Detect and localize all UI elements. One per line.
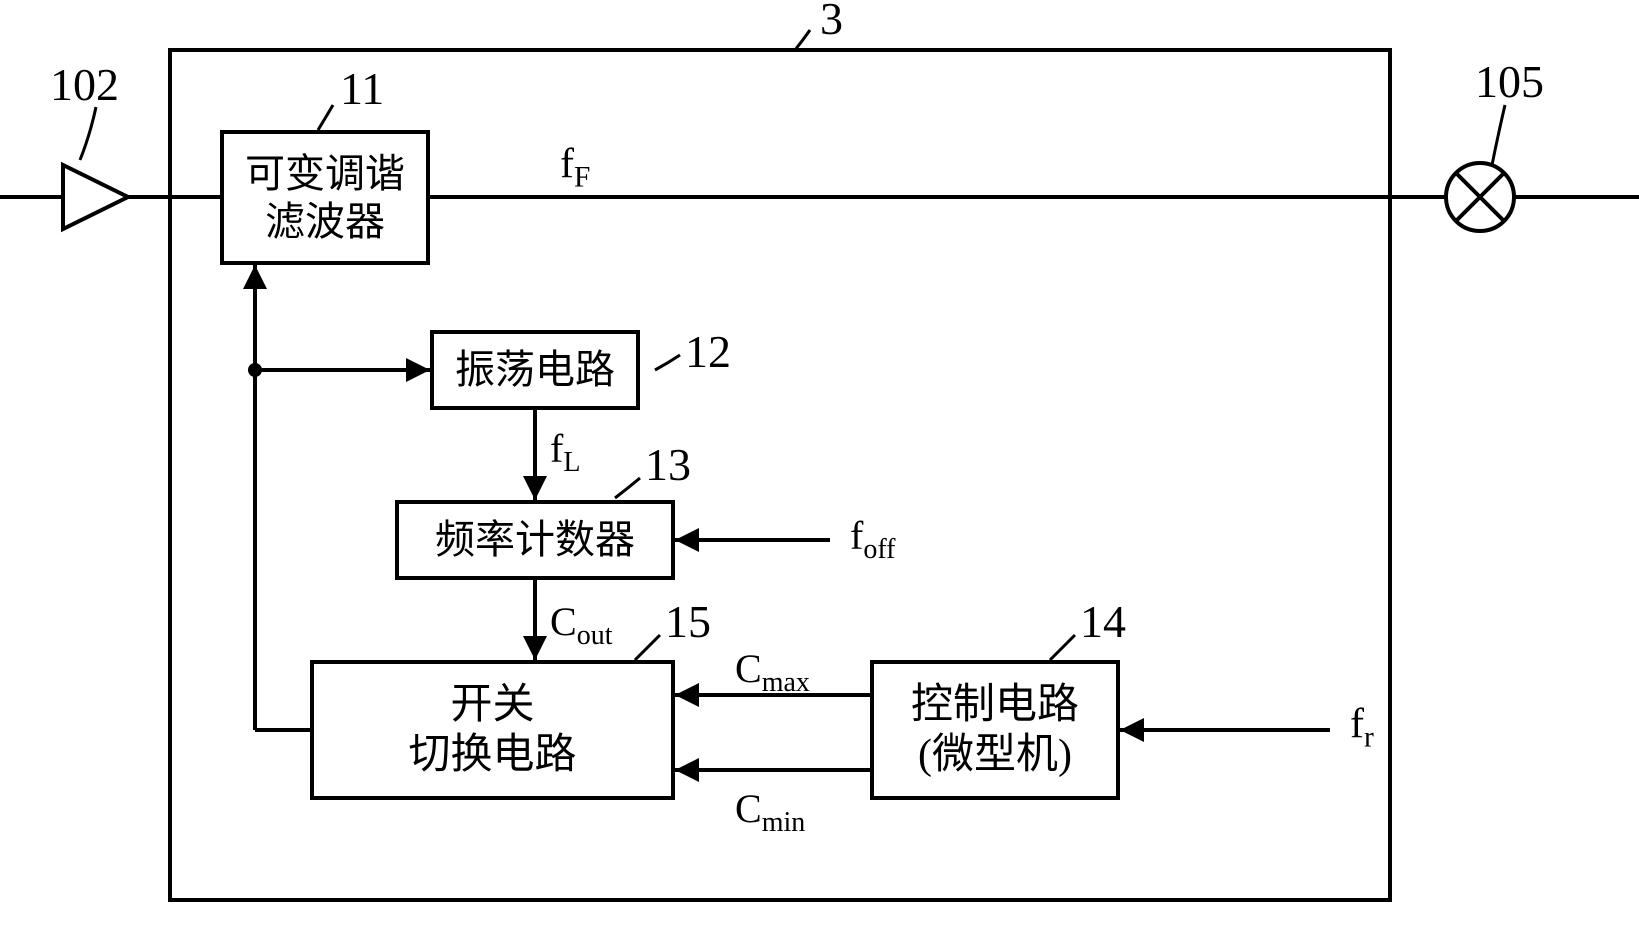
- signal-fL-base: f: [550, 426, 563, 471]
- block-control-line1: 控制电路: [911, 680, 1079, 730]
- signal-fr-sub: r: [1364, 721, 1374, 753]
- signal-fF-base: f: [560, 141, 574, 187]
- signal-Cmax: Cmax: [735, 645, 810, 699]
- block-counter: 频率计数器: [395, 500, 675, 580]
- block-switch-line1: 开关: [450, 680, 534, 730]
- signal-fr-base: f: [1350, 701, 1364, 747]
- ref-3: 3: [820, 0, 843, 45]
- block-counter-line1: 频率计数器: [435, 516, 635, 564]
- signal-foff-sub: off: [863, 534, 895, 565]
- block-switch: 开关 切换电路: [310, 660, 675, 800]
- signal-Cout: Cout: [550, 598, 612, 652]
- signal-fr: fr: [1350, 700, 1374, 754]
- block-switch-line2: 切换电路: [408, 730, 576, 780]
- signal-Cmin-base: C: [735, 786, 762, 831]
- signal-Cmin-sub: min: [762, 807, 806, 838]
- signal-foff-base: f: [850, 513, 863, 558]
- ref-15: 15: [665, 595, 711, 648]
- block-filter: 可变调谐 滤波器: [220, 130, 430, 265]
- signal-fL: fL: [550, 425, 580, 479]
- signal-Cout-sub: out: [577, 620, 613, 651]
- signal-Cmax-base: C: [735, 646, 762, 691]
- block-control-line2: (微型机): [918, 730, 1072, 780]
- block-control: 控制电路 (微型机): [870, 660, 1120, 800]
- ref-105: 105: [1475, 55, 1544, 108]
- signal-fF: fF: [560, 140, 590, 194]
- ref-14: 14: [1080, 595, 1126, 648]
- diagram-root: 可变调谐 滤波器 振荡电路 频率计数器 开关 切换电路 控制电路 (微型机) 1…: [0, 0, 1639, 942]
- signal-foff: foff: [850, 512, 895, 566]
- ref-11: 11: [340, 62, 384, 115]
- block-filter-line2: 滤波器: [265, 198, 385, 246]
- ref-12: 12: [685, 325, 731, 378]
- signal-fF-sub: F: [574, 161, 590, 193]
- block-oscillator: 振荡电路: [430, 330, 640, 410]
- signal-Cmax-sub: max: [762, 667, 810, 698]
- block-oscillator-line1: 振荡电路: [455, 346, 615, 394]
- signal-Cmin: Cmin: [735, 785, 805, 839]
- ref-13: 13: [645, 438, 691, 491]
- ref-102: 102: [50, 58, 119, 111]
- signal-fL-sub: L: [563, 447, 580, 478]
- block-filter-line1: 可变调谐: [245, 150, 405, 198]
- signal-Cout-base: C: [550, 599, 577, 644]
